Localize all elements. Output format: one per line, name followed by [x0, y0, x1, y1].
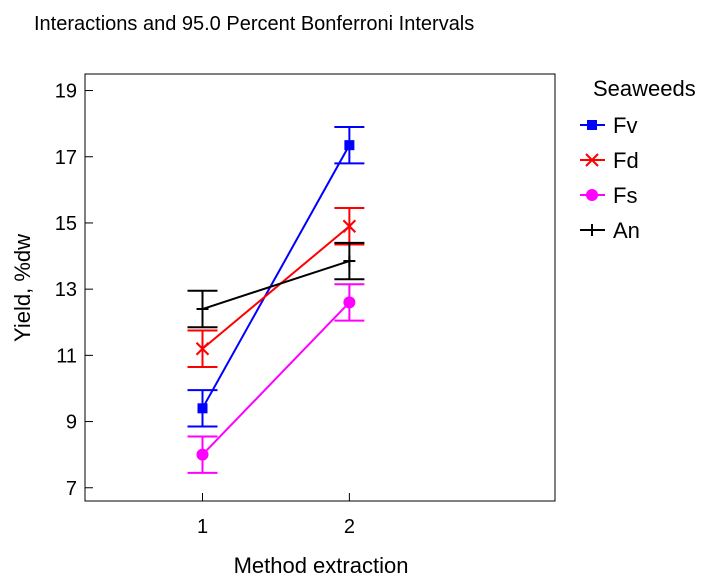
data-point-fd-stroke — [195, 342, 210, 356]
y-axis: 7 9 11 13 15 17 19 — [55, 81, 93, 500]
chart-title: Interactions and 95.0 Percent Bonferroni… — [34, 13, 474, 35]
y-tick-label: 7 — [66, 478, 77, 500]
series-line-fv — [201, 144, 351, 409]
x-tick-label: 1 — [197, 516, 208, 538]
y-tick-label: 15 — [55, 213, 77, 235]
x-axis-label: Method extraction — [234, 553, 409, 578]
legend-title: Seaweeds — [593, 76, 696, 101]
y-tick-label: 13 — [55, 279, 77, 301]
y-tick-label: 11 — [56, 345, 77, 367]
plot-area — [84, 73, 556, 502]
legend-item-fd: Fd — [580, 148, 639, 173]
legend-label: Fs — [613, 183, 637, 208]
data-point-fd — [342, 219, 357, 233]
x-tick-label: 2 — [344, 516, 355, 538]
legend-marker-fd — [585, 153, 599, 167]
data-point-fv — [197, 403, 208, 414]
y-tick-label: 17 — [55, 147, 77, 169]
legend-item-fv: Fv — [580, 113, 637, 138]
legend-marker-an — [586, 224, 598, 236]
legend-label: Fv — [613, 113, 637, 138]
series-an — [187, 241, 365, 329]
series-fd — [187, 207, 365, 368]
data-point-fd-stroke — [342, 219, 357, 233]
data-point-an — [343, 255, 356, 268]
series-fv — [187, 125, 365, 428]
series-line-fs — [201, 301, 351, 456]
y-tick-label: 19 — [55, 81, 77, 103]
legend-item-fs: Fs — [580, 183, 637, 208]
data-point-fs — [343, 296, 356, 309]
series-line-fd — [201, 225, 351, 350]
data-point-fs — [196, 448, 209, 461]
legend-marker-fd-stroke — [585, 153, 599, 167]
legend-marker-fv — [587, 120, 597, 130]
data-point-fv — [344, 140, 355, 151]
series-line-an — [202, 260, 350, 310]
y-tick-label: 9 — [66, 412, 77, 434]
legend-label: Fd — [613, 148, 639, 173]
y-axis-label: Yield, %dw — [10, 234, 35, 342]
legend-marker-fs — [586, 189, 598, 201]
legend: Seaweeds Fv Fd Fs An — [580, 76, 696, 243]
series-fs — [187, 283, 365, 474]
data-point-fd — [195, 342, 210, 356]
data-point-an — [196, 303, 209, 316]
legend-item-an: An — [580, 218, 640, 243]
legend-label: An — [613, 218, 640, 243]
plot-frame — [84, 73, 556, 502]
